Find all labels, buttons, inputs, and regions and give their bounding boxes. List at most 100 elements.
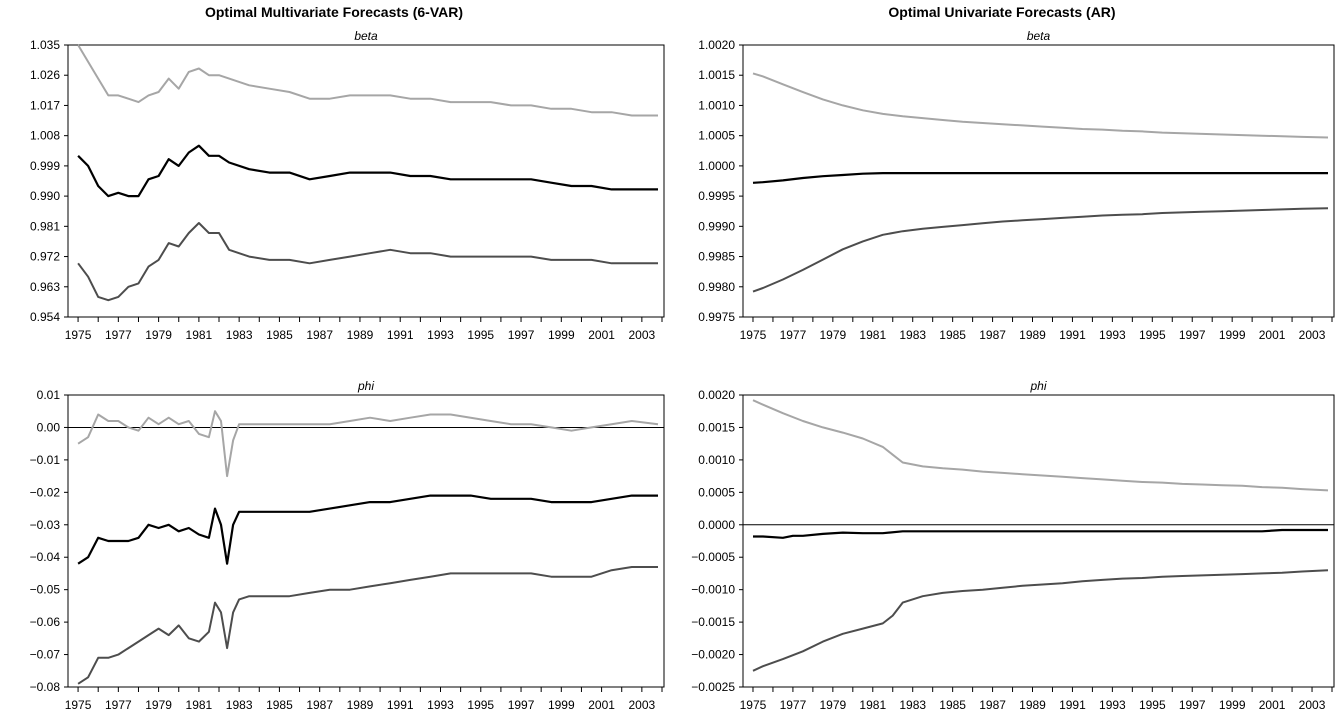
y-tick-label: 0.9975 xyxy=(698,310,735,324)
x-tick-label: 2001 xyxy=(588,698,615,712)
y-tick-label: 0.972 xyxy=(30,250,60,264)
x-tick-label: 1987 xyxy=(979,698,1006,712)
y-tick-label: 0.9985 xyxy=(698,250,735,264)
x-tick-label: 2001 xyxy=(1259,328,1286,342)
series-line-upper xyxy=(752,72,1329,139)
x-tick-label: 1993 xyxy=(427,328,454,342)
y-tick-label: 0.0020 xyxy=(698,388,735,402)
x-tick-label: 1981 xyxy=(186,328,213,342)
chart-panel-3: phi −0.08 −0.07 −0.06 −0.05 −0.04 −0.03 −0.02 −0… xyxy=(30,379,665,712)
x-tick-label: 1993 xyxy=(427,698,454,712)
x-tick-label: 1995 xyxy=(467,328,494,342)
x-tick-label: 1983 xyxy=(226,328,253,342)
x-tick-label: 2003 xyxy=(628,698,655,712)
series-line-upper xyxy=(77,44,658,117)
x-tick-label: 1995 xyxy=(1139,698,1166,712)
y-tick-label: 0.0015 xyxy=(698,420,735,434)
y-tick-label: 1.0010 xyxy=(698,98,735,112)
x-tick-label: 1995 xyxy=(467,698,494,712)
x-tick-label: 1999 xyxy=(548,698,575,712)
y-tick-label: 0.9995 xyxy=(698,189,735,203)
chart-panel-1: beta 0.954 0.963 0.972 0.981 0.990 0.999 1.008 1… xyxy=(30,29,665,342)
x-tick-label: 1975 xyxy=(65,698,92,712)
series-line-lower xyxy=(77,566,658,685)
series-line-middle xyxy=(77,144,658,198)
x-tick-label: 1977 xyxy=(780,328,807,342)
x-tick-label: 1995 xyxy=(1139,328,1166,342)
y-tick-label: 0.01 xyxy=(37,388,61,402)
y-tick-label: 0.981 xyxy=(30,219,60,233)
x-tick-label: 1989 xyxy=(1019,328,1046,342)
series-line-upper xyxy=(77,410,659,478)
x-tick-label: 1975 xyxy=(740,328,767,342)
x-tick-label: 2001 xyxy=(1259,698,1286,712)
panel-subtitle: beta xyxy=(1027,29,1051,43)
panel-subtitle: beta xyxy=(354,29,378,43)
y-tick-label: 0.00 xyxy=(37,420,61,434)
x-tick-label: 1979 xyxy=(819,698,846,712)
x-tick-label: 1977 xyxy=(105,328,132,342)
y-tick-label: −0.02 xyxy=(30,485,61,499)
y-tick-label: 1.008 xyxy=(30,129,60,143)
x-tick-label: 1977 xyxy=(780,698,807,712)
x-tick-label: 1979 xyxy=(145,328,172,342)
y-tick-label: −0.04 xyxy=(30,550,61,564)
x-tick-label: 1985 xyxy=(939,698,966,712)
y-tick-label: −0.0005 xyxy=(691,550,735,564)
y-tick-label: 1.035 xyxy=(30,38,60,52)
x-tick-label: 1979 xyxy=(145,698,172,712)
x-tick-label: 1979 xyxy=(819,328,846,342)
x-tick-label: 1997 xyxy=(1179,328,1206,342)
x-tick-label: 1981 xyxy=(186,698,213,712)
y-tick-label: 0.990 xyxy=(30,189,60,203)
chart-panel-2: beta 0.9975 0.9980 0.9985 0.9990 0.9995 1.0000… xyxy=(698,29,1335,342)
left-column-title: Optimal Multivariate Forecasts (6-VAR) xyxy=(204,4,464,20)
plot-frame xyxy=(67,394,665,688)
x-tick-label: 1987 xyxy=(306,698,333,712)
x-tick-label: 1999 xyxy=(548,328,575,342)
x-tick-label: 2001 xyxy=(588,328,615,342)
right-column-title: Optimal Univariate Forecasts (AR) xyxy=(888,4,1116,20)
series-line-lower xyxy=(752,207,1329,293)
x-tick-label: 1985 xyxy=(266,328,293,342)
x-tick-label: 1975 xyxy=(65,328,92,342)
x-tick-label: 1989 xyxy=(347,698,374,712)
y-tick-label: −0.03 xyxy=(30,518,61,532)
series-line-middle xyxy=(753,528,1328,539)
y-tick-label: 0.9980 xyxy=(698,280,735,294)
y-tick-label: −0.0025 xyxy=(691,680,735,694)
x-tick-label: 1991 xyxy=(1059,698,1086,712)
x-tick-label: 1983 xyxy=(226,698,253,712)
y-tick-label: −0.05 xyxy=(30,583,61,597)
y-tick-label: 1.0020 xyxy=(698,38,735,52)
series-line-middle xyxy=(77,494,658,565)
x-tick-label: 1983 xyxy=(899,698,926,712)
x-tick-label: 1981 xyxy=(859,328,886,342)
panel-subtitle: phi xyxy=(357,379,374,393)
x-tick-label: 1993 xyxy=(1099,328,1126,342)
x-tick-label: 1997 xyxy=(508,328,535,342)
x-tick-label: 2003 xyxy=(1299,698,1326,712)
x-tick-label: 1985 xyxy=(266,698,293,712)
x-tick-label: 1983 xyxy=(899,328,926,342)
plot-frame xyxy=(67,44,665,318)
series-line-middle xyxy=(752,172,1328,184)
x-tick-label: 1981 xyxy=(859,698,886,712)
y-tick-label: 0.999 xyxy=(30,159,60,173)
y-tick-label: 0.954 xyxy=(30,310,60,324)
panel-subtitle: phi xyxy=(1029,379,1046,393)
x-tick-label: 1977 xyxy=(105,698,132,712)
y-tick-label: 1.017 xyxy=(30,98,60,112)
y-tick-label: −0.07 xyxy=(30,648,61,662)
x-tick-label: 1989 xyxy=(1019,698,1046,712)
y-tick-label: 0.9990 xyxy=(698,219,735,233)
y-tick-label: 0.0005 xyxy=(698,485,735,499)
x-tick-label: 1999 xyxy=(1219,328,1246,342)
x-tick-label: 2003 xyxy=(1299,328,1326,342)
y-tick-label: 0.0010 xyxy=(698,453,735,467)
x-tick-label: 1989 xyxy=(347,328,374,342)
x-tick-label: 1975 xyxy=(740,698,767,712)
y-tick-label: −0.0015 xyxy=(691,615,735,629)
y-tick-label: −0.0010 xyxy=(691,583,735,597)
